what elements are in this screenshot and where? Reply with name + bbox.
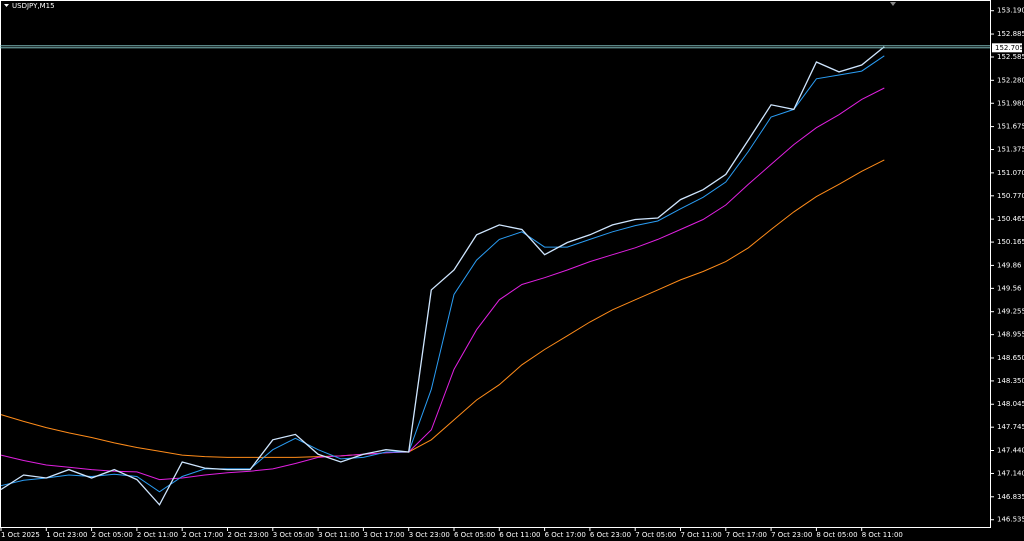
x-tick-label: 6 Oct 17:00 — [545, 531, 586, 539]
y-tick-label: 151.675 — [997, 123, 1024, 131]
y-tick-label: 149.56 — [997, 284, 1022, 292]
x-tick-label: 3 Oct 11:00 — [318, 531, 359, 539]
plot-frame — [0, 0, 991, 528]
x-tick-label: 7 Oct 05:00 — [635, 531, 676, 539]
y-tick-label: 147.140 — [997, 469, 1024, 477]
y-tick-label: 148.045 — [997, 400, 1024, 408]
shift-marker — [890, 2, 896, 6]
x-tick-label: 6 Oct 05:00 — [454, 531, 495, 539]
x-tick-label: 7 Oct 23:00 — [771, 531, 812, 539]
symbol-label: USDJPY,M15 — [12, 2, 55, 10]
x-tick-label: 1 Oct 23:00 — [46, 531, 87, 539]
x-tick-label: 6 Oct 11:00 — [499, 531, 540, 539]
x-tick-label: 1 Oct 2025 — [1, 531, 40, 539]
price-series-line — [0, 87, 885, 481]
y-tick-label: 150.465 — [997, 215, 1024, 223]
price-series-line — [0, 55, 885, 493]
y-tick-label: 153.190 — [997, 7, 1024, 15]
y-tick-label: 147.745 — [997, 423, 1024, 431]
price-series-line — [0, 46, 885, 506]
symbol-menu-icon[interactable] — [4, 4, 9, 7]
y-tick-label: 146.835 — [997, 493, 1024, 501]
y-tick-label: 150.165 — [997, 238, 1024, 246]
current-price-label: 152.705 — [995, 44, 1024, 52]
x-tick-label: 2 Oct 17:00 — [182, 531, 223, 539]
y-tick-label: 151.980 — [997, 99, 1024, 107]
y-tick-label: 151.070 — [997, 169, 1024, 177]
y-tick-label: 149.255 — [997, 308, 1024, 316]
x-tick-label: 2 Oct 05:00 — [92, 531, 133, 539]
y-tick-label: 152.280 — [997, 76, 1024, 84]
y-tick-label: 148.955 — [997, 331, 1024, 339]
y-tick-label: 149.86 — [997, 261, 1022, 269]
y-tick-label: 152.585 — [997, 53, 1024, 61]
price-series-line — [0, 159, 885, 458]
y-tick-label: 147.440 — [997, 447, 1024, 455]
y-tick-label: 146.535 — [997, 516, 1024, 524]
x-tick-label: 7 Oct 17:00 — [726, 531, 767, 539]
x-tick-label: 3 Oct 23:00 — [409, 531, 450, 539]
y-tick-label: 151.375 — [997, 146, 1024, 154]
price-label-box — [992, 43, 1022, 53]
y-tick-label: 150.770 — [997, 192, 1024, 200]
y-tick-label: 148.650 — [997, 354, 1024, 362]
y-tick-label: 148.350 — [997, 377, 1024, 385]
x-tick-label: 2 Oct 23:00 — [228, 531, 269, 539]
x-tick-label: 8 Oct 05:00 — [816, 531, 857, 539]
x-tick-label: 3 Oct 17:00 — [363, 531, 404, 539]
x-tick-label: 6 Oct 23:00 — [590, 531, 631, 539]
x-tick-label: 7 Oct 11:00 — [681, 531, 722, 539]
y-tick-label: 152.885 — [997, 30, 1024, 38]
x-tick-label: 2 Oct 11:00 — [137, 531, 178, 539]
x-tick-label: 3 Oct 05:00 — [273, 531, 314, 539]
x-tick-label: 8 Oct 11:00 — [862, 531, 903, 539]
